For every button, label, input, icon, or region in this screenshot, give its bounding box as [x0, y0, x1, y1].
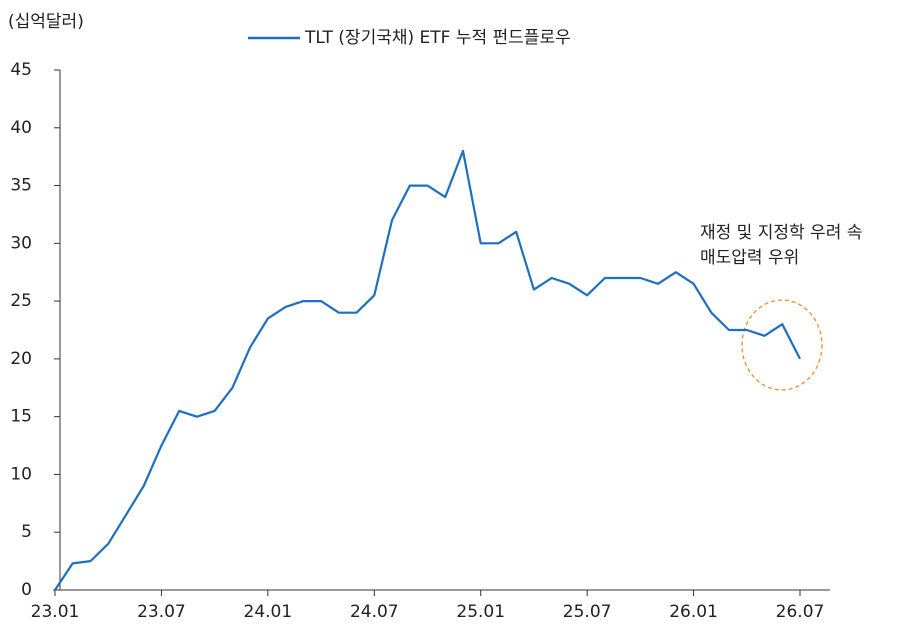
y-axis-label: (십억달러): [8, 12, 84, 32]
data-line: [54, 149, 801, 591]
y-tick-label: 20: [10, 349, 32, 369]
y-tick-label: 45: [10, 60, 32, 80]
annotation: 매도압력 우위: [700, 248, 799, 268]
y-tick-label: 25: [10, 291, 32, 311]
x-tick-label: 23.01: [31, 602, 80, 622]
x-tick-label: 24.07: [350, 602, 399, 622]
y-tick-label: 10: [10, 464, 32, 484]
x-tick-label: 26.07: [776, 602, 825, 622]
x-tick-label: 23.07: [137, 602, 186, 622]
x-tick-label: 25.01: [456, 602, 505, 622]
y-tick-label: 35: [10, 176, 32, 196]
legend-label: TLT (장기국채) ETF 누적 펀드플로우: [304, 28, 571, 48]
x-tick-label: 24.01: [244, 602, 293, 622]
y-tick-label: 5: [21, 522, 32, 542]
y-tick-label: 40: [10, 118, 32, 138]
highlight-circle: [741, 299, 823, 391]
y-tick-label: 15: [10, 407, 32, 427]
x-tick-label: 26.01: [669, 602, 718, 622]
y-tick-label: 0: [21, 580, 32, 600]
x-tick-label: 25.07: [563, 602, 612, 622]
y-tick-label: 30: [10, 233, 32, 253]
annotation: 재정 및 지정학 우려 속: [700, 223, 862, 243]
